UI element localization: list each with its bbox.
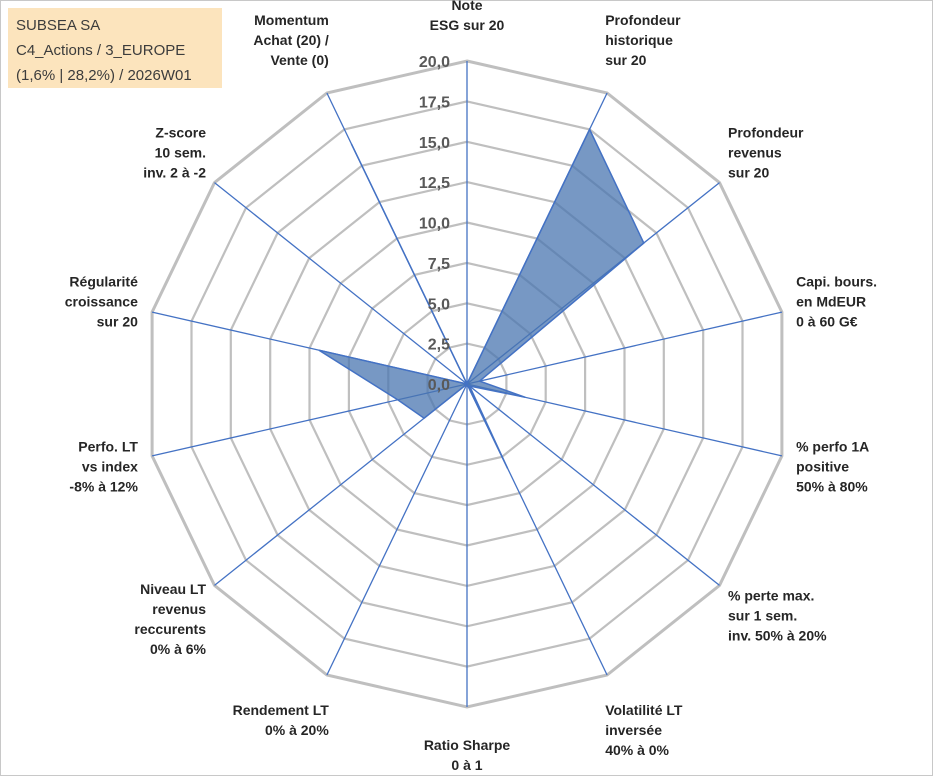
category-label: Capi. bours. en MdEUR 0 à 60 G€ <box>796 273 877 329</box>
category-label-line: sur 1 sem. <box>728 607 797 623</box>
info-category: C4_Actions / 3_EUROPE <box>16 42 186 59</box>
category-label-line: 40% à 0% <box>605 742 669 758</box>
category-label-line: vs index <box>82 459 138 475</box>
category-label-line: sur 20 <box>97 313 138 329</box>
category-label-line: Momentum <box>254 12 329 28</box>
category-label-line: inversée <box>605 722 662 738</box>
category-label-line: ESG sur 20 <box>430 17 505 33</box>
category-label-line: 0 à 1 <box>451 757 482 773</box>
category-label-line: Capi. bours. <box>796 273 877 289</box>
info-period: (1,6% | 28,2%) / 2026W01 <box>16 67 192 84</box>
tick-label: 20,0 <box>419 54 450 71</box>
axis-spoke <box>214 182 468 385</box>
category-label: % perfo 1A positive 50% à 80% <box>796 439 869 495</box>
category-label-line: % perte max. <box>728 587 814 603</box>
data-area <box>318 127 645 469</box>
category-label: Volatilité LT inversée 40% à 0% <box>605 702 683 758</box>
category-label-line: historique <box>605 32 673 48</box>
category-label: Niveau LT revenus reccurents 0% à 6% <box>134 581 206 657</box>
category-label-line: sur 20 <box>605 52 646 68</box>
category-label-line: revenus <box>728 145 782 161</box>
category-label-line: croissance <box>65 293 138 309</box>
axis-spoke <box>466 383 720 586</box>
category-label-line: Rendement LT <box>233 702 330 718</box>
category-label-line: inv. 50% à 20% <box>728 627 827 643</box>
category-label: % perte max. sur 1 sem. inv. 50% à 20% <box>728 587 827 643</box>
radar-tick-labels: 0,0 2,5 5,0 7,5 10,0 12,5 15,0 17,5 20,0 <box>419 54 450 394</box>
category-label-line: 10 sem. <box>155 145 206 161</box>
radar-data-series <box>318 127 645 469</box>
category-label: Momentum Achat (20) / Vente (0) <box>253 12 329 68</box>
tick-label: 12,5 <box>419 175 450 192</box>
info-company-name: SUBSEA SA <box>16 17 101 34</box>
category-label: Z-score 10 sem. inv. 2 à -2 <box>143 125 206 181</box>
category-label-line: en MdEUR <box>796 293 866 309</box>
category-label: Profondeur historique sur 20 <box>605 12 681 68</box>
category-label-line: 0% à 6% <box>150 641 207 657</box>
category-label-line: 0 à 60 G€ <box>796 313 858 329</box>
category-label: Ratio Sharpe 0 à 1 <box>424 737 511 773</box>
category-label-line: revenus <box>152 601 206 617</box>
category-label-line: Vente (0) <box>270 52 328 68</box>
category-label-line: -8% à 12% <box>69 479 138 495</box>
axis-spoke <box>326 383 468 676</box>
category-label-line: 50% à 80% <box>796 479 868 495</box>
category-label-line: Profondeur <box>605 12 681 28</box>
category-label-line: Z-score <box>155 125 206 141</box>
category-label-line: reccurents <box>134 621 206 637</box>
category-label-line: Volatilité LT <box>605 702 683 718</box>
category-label-line: Achat (20) / <box>253 32 329 48</box>
category-label-line: % perfo 1A <box>796 439 869 455</box>
radar-category-labels: Note ESG sur 20 Profondeur historique sur 20… <box>65 0 877 773</box>
tick-label: 5,0 <box>428 296 450 313</box>
category-label-line: positive <box>796 459 849 475</box>
category-label: Régularité croissance sur 20 <box>65 273 138 329</box>
category-label: Note ESG sur 20 <box>430 0 505 33</box>
axis-spoke <box>466 311 783 385</box>
category-label: Rendement LT 0% à 20% <box>233 702 330 738</box>
category-label-line: 0% à 20% <box>265 722 329 738</box>
category-label: Profondeur revenus sur 20 <box>728 125 804 181</box>
category-label-line: Perfo. LT <box>78 439 138 455</box>
tick-label: 2,5 <box>428 337 450 354</box>
tick-label: 15,0 <box>419 135 450 152</box>
category-label-line: sur 20 <box>728 165 769 181</box>
category-label-line: Note <box>451 0 482 13</box>
category-label: Perfo. LT vs index -8% à 12% <box>69 439 138 495</box>
category-label-line: Ratio Sharpe <box>424 737 511 753</box>
tick-label: 17,5 <box>419 94 450 111</box>
tick-label: 7,5 <box>428 256 450 273</box>
tick-label: 10,0 <box>419 216 450 233</box>
stock-info-box: SUBSEA SA C4_Actions / 3_EUROPE (1,6% | … <box>8 8 222 88</box>
category-label-line: Profondeur <box>728 125 804 141</box>
category-label-line: Régularité <box>69 273 138 289</box>
category-label-line: Niveau LT <box>140 581 206 597</box>
tick-label: 0,0 <box>428 377 450 394</box>
category-label-line: inv. 2 à -2 <box>143 165 206 181</box>
